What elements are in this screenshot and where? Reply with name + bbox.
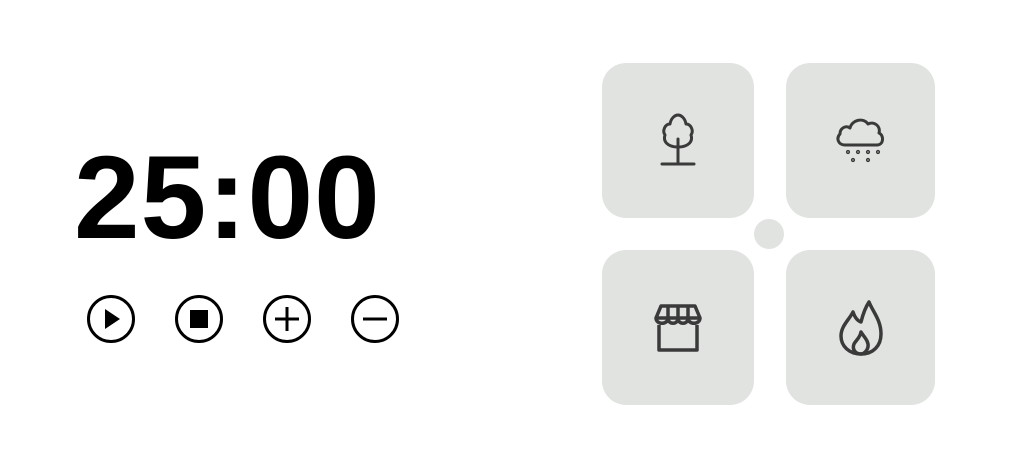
increase-time-button[interactable] (262, 294, 312, 344)
timer-panel: 25:00 (74, 138, 414, 258)
sound-tile-forest[interactable] (602, 63, 754, 218)
minus-icon (351, 295, 399, 343)
storefront-icon (648, 298, 708, 358)
stop-icon (175, 295, 223, 343)
plus-icon (263, 295, 311, 343)
sound-tile-cafe[interactable] (602, 250, 754, 405)
play-icon (87, 295, 135, 343)
play-button[interactable] (86, 294, 136, 344)
timer-display: 25:00 (74, 132, 381, 264)
sound-tile-fire[interactable] (786, 250, 935, 405)
stop-button[interactable] (174, 294, 224, 344)
sound-tile-rain[interactable] (786, 63, 935, 218)
decrease-time-button[interactable] (350, 294, 400, 344)
cloud-rain-icon (831, 111, 891, 171)
flame-icon (833, 298, 889, 358)
tree-icon (653, 111, 703, 171)
center-dot (754, 219, 784, 249)
